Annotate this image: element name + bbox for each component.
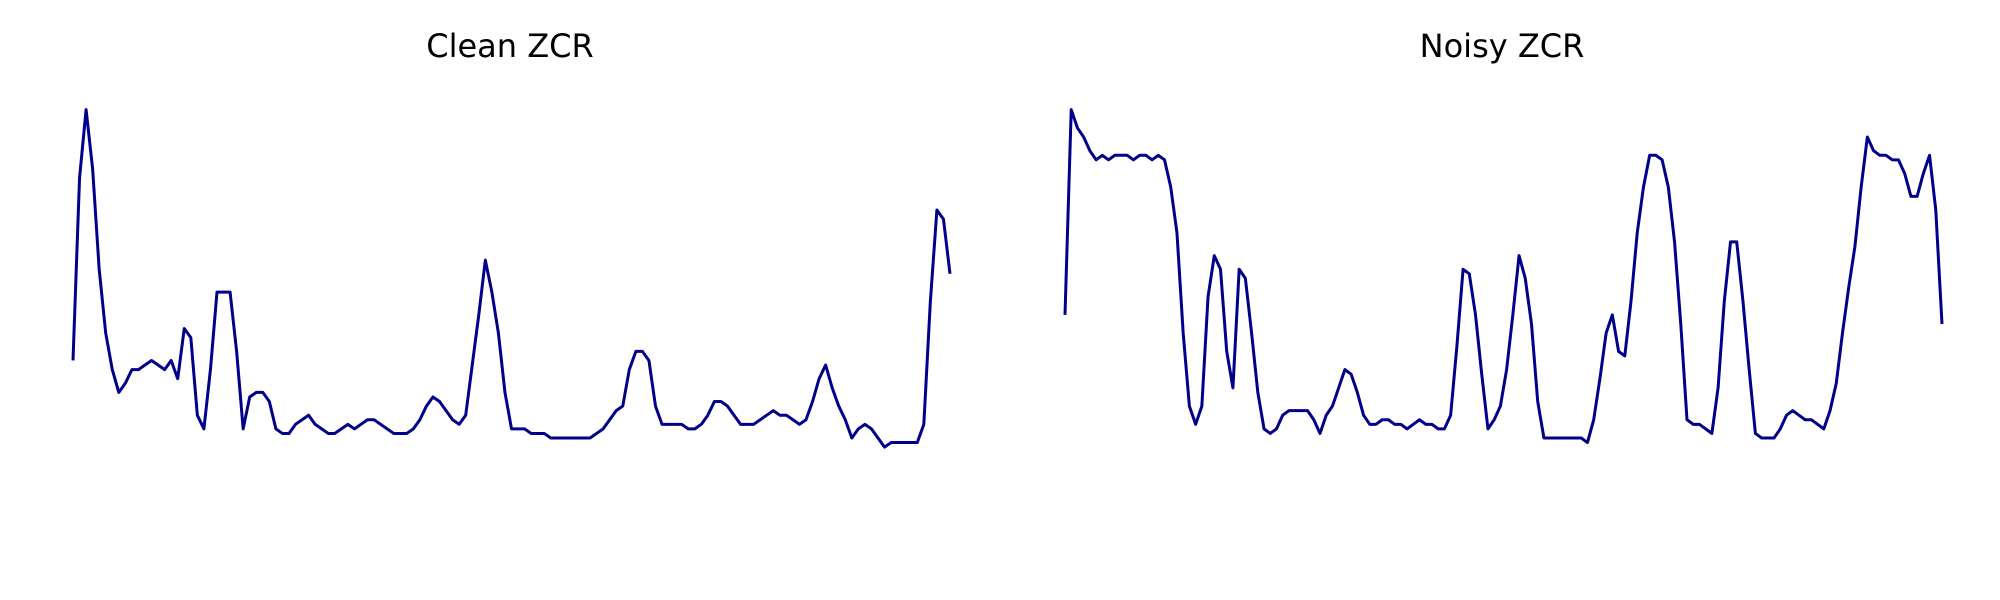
clean-zcr-series-line xyxy=(71,108,952,449)
noisy-zcr-series-layer xyxy=(1063,108,1944,445)
clean-zcr-title: Clean ZCR xyxy=(426,27,593,65)
clean-zcr-series-layer xyxy=(71,108,952,449)
noisy-zcr-series-line xyxy=(1063,108,1944,445)
clean-zcr-panel: Clean ZCR xyxy=(71,27,952,449)
noisy-zcr-title: Noisy ZCR xyxy=(1420,27,1585,65)
noisy-zcr-panel: Noisy ZCR xyxy=(1063,27,1944,445)
